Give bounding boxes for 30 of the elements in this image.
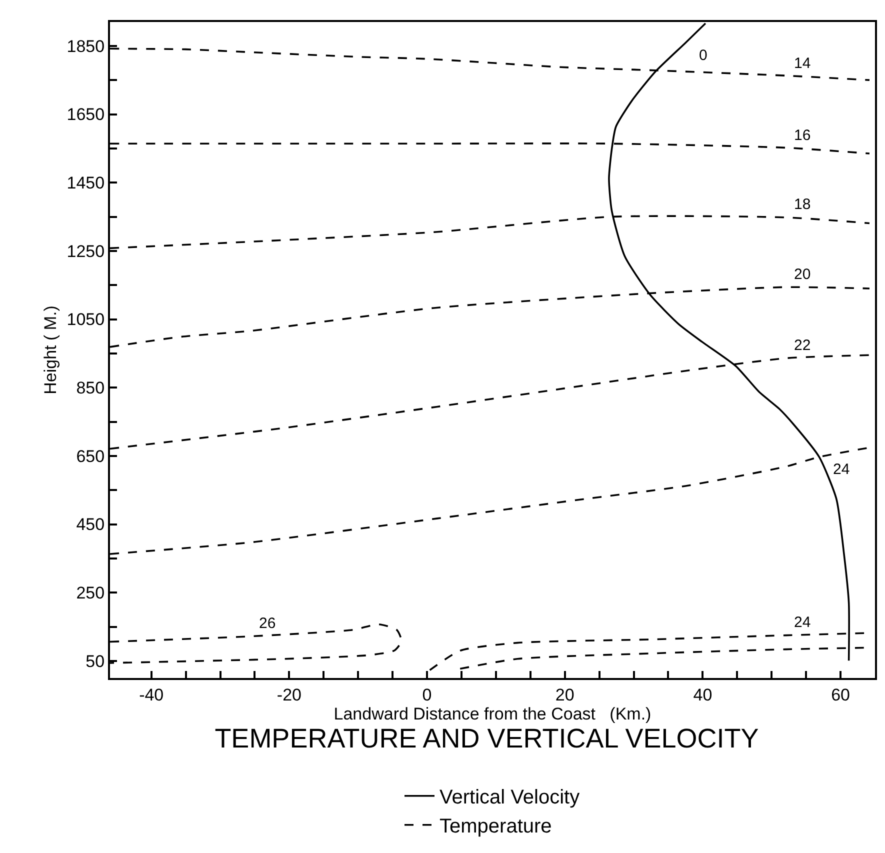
y-tick-label: 250	[76, 584, 105, 603]
legend-label: Temperature	[440, 816, 552, 838]
legend-label: Vertical Velocity	[440, 786, 580, 809]
y-tick-label: 1850	[66, 36, 105, 56]
x-axis-title: Landward Distance from the Coast (Km.)	[334, 704, 652, 724]
x-tick-label: 0	[422, 685, 432, 704]
annotation: 14	[794, 55, 811, 72]
x-tick-label: 20	[555, 685, 574, 704]
y-tick-label: 50	[86, 652, 105, 671]
annotation: 24	[794, 614, 811, 631]
y-axis-title: Height ( M.)	[40, 306, 60, 394]
x-tick-label: -20	[276, 685, 302, 704]
annotation: 18	[794, 196, 811, 213]
annotation: 20	[794, 266, 811, 283]
y-tick-label: 1650	[66, 105, 105, 124]
x-tick-label: -40	[139, 685, 164, 704]
annotation: 22	[794, 337, 811, 354]
y-tick-label: 1250	[66, 242, 105, 261]
y-tick-label: 850	[76, 378, 105, 398]
y-tick-label: 650	[76, 446, 105, 466]
x-tick-label: 60	[831, 685, 850, 704]
x-tick-label: 40	[693, 685, 712, 704]
y-tick-label: 450	[76, 515, 105, 534]
y-tick-label: 1450	[66, 174, 105, 193]
y-tick-label: 1050	[66, 310, 105, 330]
annotation: 24	[833, 461, 850, 478]
annotation: 0	[699, 47, 708, 64]
annotation: 16	[794, 127, 811, 144]
text: TEMPERATURE AND VERTICAL VELOCITY	[214, 723, 759, 754]
annotation: 26	[259, 615, 276, 632]
